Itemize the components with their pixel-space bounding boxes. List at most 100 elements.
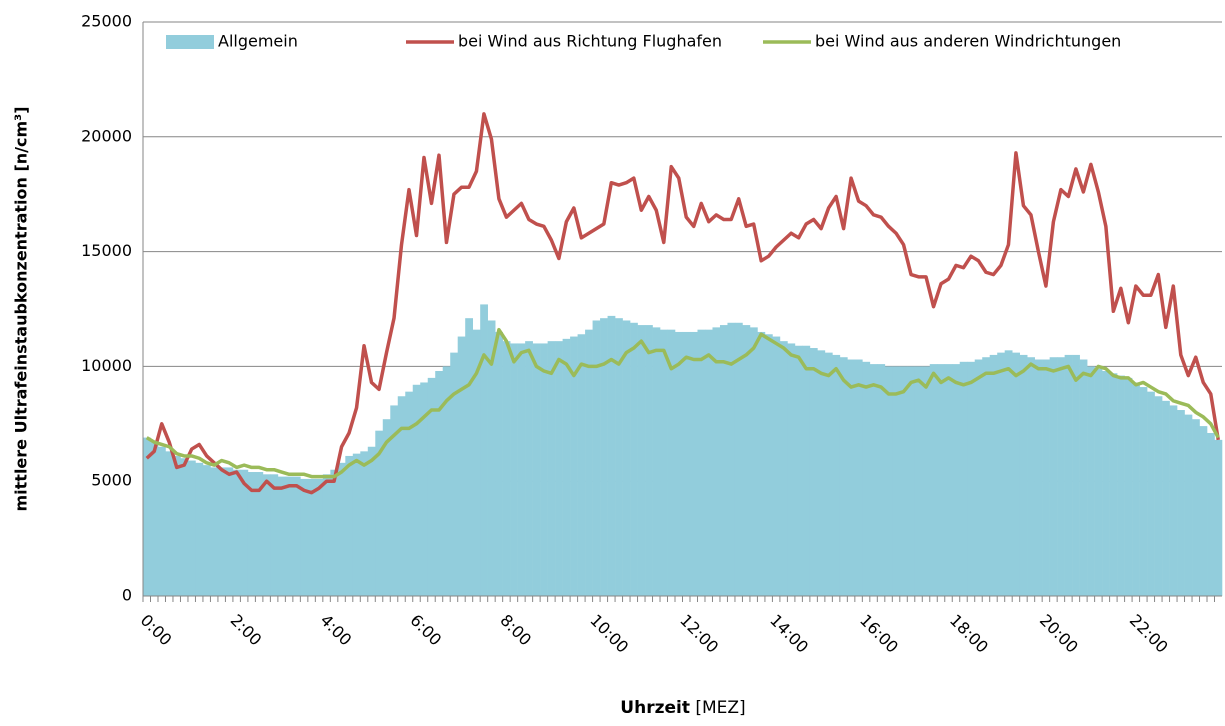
bar <box>697 329 706 596</box>
bar <box>547 341 556 596</box>
bar <box>997 352 1006 596</box>
bar <box>1124 377 1133 596</box>
bar <box>712 327 721 596</box>
bar <box>247 472 256 596</box>
bar <box>907 366 916 596</box>
bar <box>899 366 908 596</box>
bar <box>367 446 376 596</box>
bar <box>637 325 646 596</box>
bar <box>989 354 998 596</box>
bar <box>809 348 818 596</box>
y-tick-label: 5000 <box>91 471 132 490</box>
x-tick-label: 8:00 <box>496 611 535 650</box>
bar <box>495 331 503 596</box>
bar <box>719 325 728 596</box>
bar <box>315 478 324 596</box>
bar <box>742 325 751 596</box>
bar <box>570 336 578 596</box>
x-tick-label: 0:00 <box>137 611 176 650</box>
legend-label: bei Wind aus anderen Windrichtungen <box>815 32 1121 51</box>
bar <box>1162 400 1170 596</box>
bar <box>172 455 181 596</box>
bar <box>884 366 893 596</box>
legend-item: bei Wind aus Richtung Flughafen <box>406 32 722 51</box>
bar <box>689 331 698 596</box>
bar <box>1132 382 1140 596</box>
legend-item: Allgemein <box>166 32 298 51</box>
bar <box>157 446 166 596</box>
bar <box>1034 359 1043 596</box>
x-axis-title: Uhrzeit [MEZ] <box>620 698 745 718</box>
bar <box>869 364 878 596</box>
bar <box>967 361 976 596</box>
bar <box>427 377 436 596</box>
bar <box>322 474 331 596</box>
bar <box>465 318 473 596</box>
lines <box>145 112 1220 495</box>
bar <box>1199 426 1208 596</box>
bar <box>982 357 991 596</box>
bar <box>734 322 743 596</box>
y-tick-label: 10000 <box>81 356 132 375</box>
bar <box>225 467 234 596</box>
bar <box>255 472 264 596</box>
bar <box>862 361 871 596</box>
bar <box>517 343 526 596</box>
bars <box>143 304 1223 596</box>
x-axis-title-main: Uhrzeit <box>620 698 690 718</box>
bar <box>682 331 691 596</box>
bar <box>817 350 826 596</box>
bar <box>1027 357 1035 596</box>
bar <box>592 320 601 596</box>
bar <box>952 364 961 596</box>
bar <box>1109 373 1118 596</box>
bar <box>390 405 399 596</box>
bar <box>1184 414 1193 596</box>
bar <box>974 359 983 596</box>
bar <box>772 336 781 596</box>
bar <box>802 345 811 596</box>
bar <box>285 476 294 596</box>
bar <box>540 343 548 596</box>
bar <box>532 343 541 596</box>
bar <box>667 329 676 596</box>
bar <box>757 331 766 596</box>
x-tick-label: 4:00 <box>317 611 356 650</box>
bar <box>187 460 196 596</box>
bar <box>300 478 309 596</box>
bar <box>195 462 204 596</box>
bar <box>307 478 316 596</box>
bar <box>937 364 946 596</box>
bar <box>727 322 736 596</box>
bar <box>202 465 211 596</box>
bar <box>270 474 279 596</box>
bar <box>345 455 354 596</box>
bar <box>502 341 511 596</box>
bar <box>1207 432 1215 596</box>
bar <box>352 453 361 596</box>
x-tick-label: 18:00 <box>946 611 992 657</box>
bar <box>1177 410 1185 596</box>
bar <box>1064 354 1073 596</box>
bar <box>450 352 459 596</box>
bar <box>150 442 159 596</box>
bar <box>1154 396 1163 596</box>
legend-label: bei Wind aus Richtung Flughafen <box>458 32 722 51</box>
x-tick-label: 16:00 <box>856 611 902 657</box>
x-tick-label: 12:00 <box>676 611 722 657</box>
bar <box>1042 359 1050 596</box>
bar <box>1214 439 1223 596</box>
x-tick-label: 22:00 <box>1126 611 1172 657</box>
bar <box>1192 419 1200 596</box>
bar <box>1169 405 1178 596</box>
bar <box>472 329 481 596</box>
bar <box>232 469 241 596</box>
bar <box>914 366 923 596</box>
y-tick-label: 15000 <box>81 241 132 260</box>
bar <box>262 474 271 596</box>
bar <box>615 318 623 596</box>
bar <box>292 476 301 596</box>
bar <box>892 366 901 596</box>
bar <box>660 329 668 596</box>
bar <box>240 469 249 596</box>
